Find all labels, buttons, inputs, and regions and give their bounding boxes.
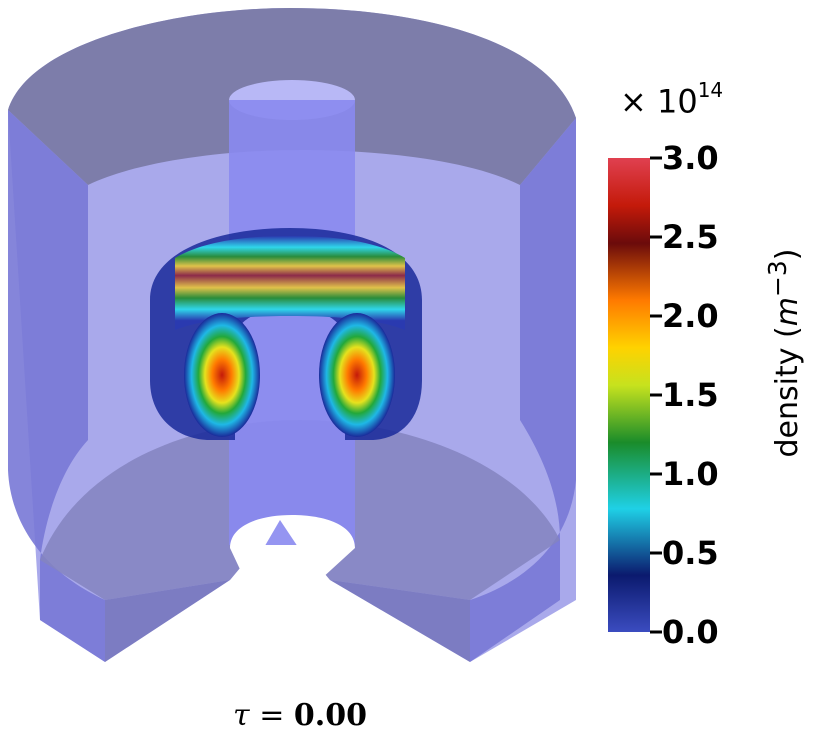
colorbar-tick-label: 1.0 — [662, 455, 719, 493]
poloidal-cross-section-right — [319, 313, 395, 437]
torus-inner-bands — [175, 236, 405, 330]
colorbar-tick-label: 2.0 — [662, 297, 719, 335]
multiplier-exponent: 14 — [697, 78, 724, 102]
floor-cut-left — [105, 580, 230, 662]
plasma-torus — [150, 228, 422, 440]
colorbar-tick-label: 3.0 — [662, 139, 719, 177]
vessel-right-wall — [470, 118, 576, 662]
time-symbol: τ — [233, 698, 250, 733]
poloidal-cross-section-left — [184, 313, 260, 437]
multiplier-base: × 10 — [620, 82, 698, 121]
colorbar-title-prefix: density ( — [770, 326, 805, 458]
vessel-left-wall — [8, 110, 105, 662]
colorbar-multiplier: × 1014 — [620, 80, 723, 121]
central-column — [229, 100, 355, 545]
time-annotation: τ = 0.00 — [0, 698, 600, 733]
colorbar-tick-label: 0.0 — [662, 613, 719, 651]
colorbar-ticks — [650, 156, 662, 634]
time-value: 0.00 — [293, 698, 367, 733]
floor-cut-right — [330, 580, 470, 662]
time-equals: = — [259, 698, 285, 733]
colorbar-title-exponent: −3 — [763, 260, 792, 298]
colorbar-tick-label: 2.5 — [662, 218, 719, 256]
colorbar-tick-label: 1.5 — [662, 376, 719, 414]
colorbar-gradient — [608, 158, 650, 632]
colorbar-title-suffix: ) — [770, 248, 805, 261]
colorbar-tick-label: 0.5 — [662, 534, 719, 572]
colorbar-title: density (m−3) — [763, 248, 805, 457]
vessel — [8, 8, 576, 662]
colorbar-title-unit: m — [770, 297, 805, 327]
colorbar — [608, 156, 662, 634]
central-column-hole — [230, 515, 355, 580]
